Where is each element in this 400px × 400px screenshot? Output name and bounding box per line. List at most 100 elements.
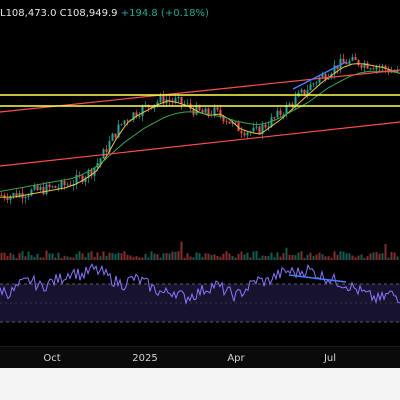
volume-bar bbox=[231, 255, 234, 260]
volume-bar bbox=[96, 252, 99, 260]
candle-body bbox=[252, 127, 255, 132]
volume-bar bbox=[252, 251, 255, 260]
candle-body bbox=[33, 185, 36, 190]
volume-bar bbox=[225, 251, 228, 260]
candle-body bbox=[279, 110, 282, 115]
volume-bar bbox=[51, 253, 54, 260]
time-axis-label: 2025 bbox=[132, 353, 158, 364]
rsi-pane[interactable] bbox=[0, 262, 400, 346]
volume-bar bbox=[147, 257, 150, 260]
candle-body bbox=[291, 103, 294, 107]
candle-body bbox=[105, 149, 108, 153]
candle-body bbox=[54, 186, 57, 188]
volume-bar bbox=[84, 257, 87, 260]
volume-bar bbox=[78, 251, 81, 260]
candle-body bbox=[228, 121, 231, 124]
candle-body bbox=[315, 82, 318, 84]
candle-body bbox=[6, 198, 9, 200]
candle-body bbox=[135, 112, 138, 117]
volume-bar bbox=[42, 257, 45, 260]
candle-body bbox=[357, 59, 360, 66]
volume-pane[interactable] bbox=[0, 236, 400, 262]
volume-bar bbox=[354, 257, 357, 260]
candle-body bbox=[60, 181, 63, 188]
candle-body bbox=[303, 89, 306, 95]
candle-body bbox=[300, 89, 303, 93]
volume-bar bbox=[213, 254, 216, 260]
candle-body bbox=[48, 184, 51, 188]
volume-bar bbox=[39, 257, 42, 260]
candle-body bbox=[171, 100, 174, 102]
volume-bar bbox=[198, 253, 201, 260]
volume-bar bbox=[372, 252, 375, 260]
candle-body bbox=[213, 107, 216, 116]
volume-bar bbox=[144, 253, 147, 260]
volume-bar bbox=[189, 256, 192, 260]
ohlc-legend: L108,473.0 C108,949.9 +194.8 (+0.18%) bbox=[0, 8, 209, 22]
candle-body bbox=[270, 117, 273, 127]
candle-body bbox=[264, 124, 267, 128]
volume-bar bbox=[288, 255, 291, 260]
candle-body bbox=[117, 124, 120, 138]
volume-bar bbox=[324, 256, 327, 260]
volume-bar bbox=[282, 253, 285, 260]
volume-bar bbox=[216, 255, 219, 260]
candle-body bbox=[336, 65, 339, 70]
volume-bar bbox=[204, 253, 207, 260]
candle-body bbox=[318, 77, 321, 83]
volume-bar bbox=[300, 251, 303, 260]
time-axis[interactable]: Oct 2025 Apr Jul bbox=[0, 346, 400, 369]
candle-body bbox=[84, 177, 87, 183]
volume-bar bbox=[393, 252, 396, 260]
volume-bar bbox=[279, 256, 282, 260]
price-pane[interactable] bbox=[0, 0, 400, 236]
moving-average-slow bbox=[0, 70, 400, 192]
volume-bar bbox=[126, 254, 129, 260]
volume-bar bbox=[291, 254, 294, 260]
volume-bar bbox=[246, 252, 249, 260]
candle-body bbox=[174, 98, 177, 102]
footer-bar bbox=[0, 368, 400, 400]
volume-bar bbox=[165, 253, 168, 260]
candle-body bbox=[324, 74, 327, 80]
volume-bar bbox=[87, 252, 90, 260]
volume-bar bbox=[339, 251, 342, 260]
candle-body bbox=[45, 184, 48, 195]
divergence-line-rsi bbox=[288, 274, 347, 283]
legend-close: C108,949.9 bbox=[59, 8, 118, 19]
divergence-line-price bbox=[292, 61, 347, 90]
candle-body bbox=[18, 193, 21, 198]
volume-bar bbox=[396, 256, 399, 260]
volume-bar bbox=[276, 252, 279, 260]
volume-bar bbox=[351, 255, 354, 260]
volume-bar bbox=[99, 256, 102, 260]
candle-body bbox=[168, 99, 171, 101]
candle-body bbox=[204, 108, 207, 113]
candle-body bbox=[234, 121, 237, 123]
candle-body bbox=[366, 63, 369, 69]
volume-bar bbox=[45, 250, 48, 260]
candle-body bbox=[231, 121, 234, 124]
candle-body bbox=[384, 65, 387, 70]
candle-body bbox=[99, 158, 102, 164]
candle-body bbox=[354, 57, 357, 60]
candle-body bbox=[375, 66, 378, 70]
candle-body bbox=[207, 108, 210, 115]
volume-bar bbox=[312, 255, 315, 260]
candle-body bbox=[114, 133, 117, 138]
volume-bar bbox=[27, 251, 30, 260]
volume-bar bbox=[240, 251, 243, 260]
candle-body bbox=[66, 184, 69, 186]
volume-bar bbox=[273, 257, 276, 260]
volume-bar bbox=[366, 256, 369, 260]
candle-body bbox=[102, 149, 105, 159]
volume-bar bbox=[261, 255, 264, 260]
volume-bar bbox=[234, 257, 237, 260]
volume-bar bbox=[219, 256, 222, 260]
volume-bar bbox=[210, 254, 213, 260]
volume-bar bbox=[285, 247, 288, 260]
volume-bar bbox=[327, 256, 330, 260]
volume-bar bbox=[162, 253, 165, 260]
candle-body bbox=[177, 97, 180, 99]
volume-bar bbox=[171, 251, 174, 260]
